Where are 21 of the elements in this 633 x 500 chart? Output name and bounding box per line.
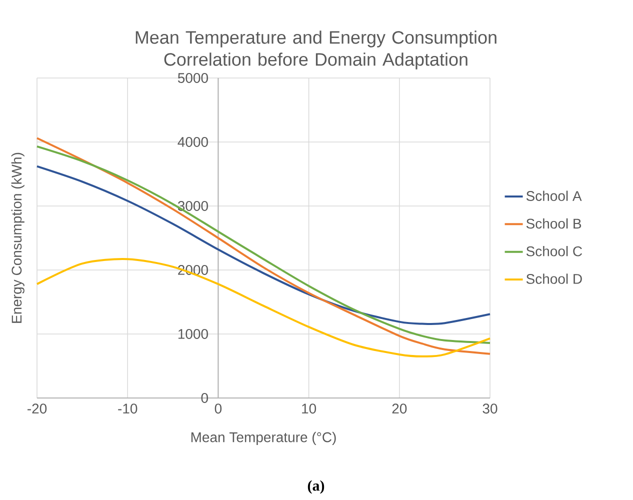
legend-label: School D [526,274,582,284]
x-tick-label: 0 [214,404,222,414]
legend-label: School B [526,218,582,229]
line-series [36,165,491,325]
chart-title: Mean Temperature and Energy Consumption Correlation before Domain Adaptation [136,30,496,70]
y-tick-label: 5000 [178,73,208,83]
x-axis-title: Mean Temperature (°C) [191,432,336,445]
y-tick-label: 4000 [178,137,208,147]
y-tick-label: 0 [201,393,208,403]
y-axis-title: Energy Consumption (kWh) [11,152,24,323]
x-tick-label: -20 [28,404,47,414]
legend-label: School A [526,190,582,201]
y-tick-label: 1000 [178,329,208,339]
text: (a) [308,480,324,494]
legend-label: School C [526,246,582,256]
x-tick-label: 30 [482,404,498,414]
x-tick-label: 10 [302,404,316,414]
x-tick-label: -10 [118,404,138,414]
x-tick-label: 20 [392,404,407,414]
y-tick-label: 3000 [178,201,208,211]
line-series [36,258,491,358]
